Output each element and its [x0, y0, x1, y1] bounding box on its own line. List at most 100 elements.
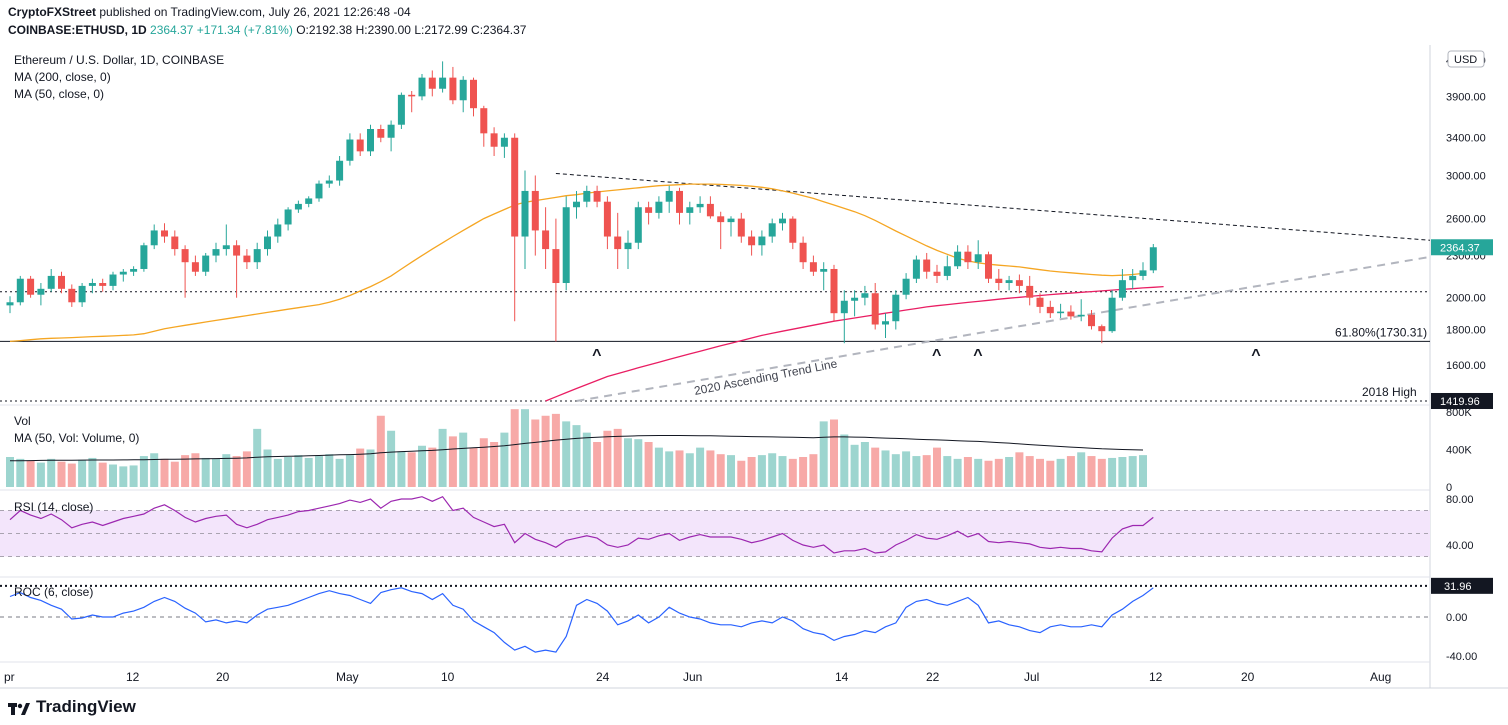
- candle-body: [542, 230, 550, 250]
- candle-body: [1026, 285, 1034, 298]
- candle-body: [490, 133, 498, 147]
- candle: [181, 245, 189, 298]
- ma50-legend[interactable]: MA (50, close, 0): [14, 87, 105, 101]
- volume-bar: [479, 438, 488, 487]
- volume-bar: [201, 457, 210, 487]
- candle-body: [892, 294, 900, 322]
- candle: [573, 190, 580, 219]
- published-text: published on TradingView.com, July 26, 2…: [99, 5, 411, 19]
- candle-body: [346, 139, 354, 161]
- volume-bar: [1108, 457, 1117, 487]
- candle-body: [243, 255, 251, 263]
- resistance-trend-line: [555, 172, 1431, 241]
- volume-ma-line: [10, 435, 1144, 462]
- publisher-name[interactable]: CryptoFXStreet: [8, 5, 97, 19]
- candle: [1026, 275, 1034, 306]
- candle: [305, 196, 313, 208]
- volume-bar: [6, 457, 14, 487]
- rsi-axis-tick-label: 40.00: [1446, 540, 1474, 552]
- candle-body: [222, 245, 230, 250]
- candle: [387, 120, 395, 152]
- candle-body: [830, 268, 838, 314]
- volume-bar: [253, 428, 262, 487]
- volume-bar: [788, 458, 797, 487]
- rsi-axis-tick-label: 80.00: [1446, 494, 1474, 506]
- volume-bar: [469, 447, 478, 487]
- volume-bar: [356, 448, 365, 487]
- candle-body: [1088, 314, 1095, 327]
- candle-body: [758, 236, 766, 246]
- last-price: 2364.37: [150, 23, 194, 37]
- candle-body: [78, 285, 86, 303]
- candle-body: [470, 79, 477, 109]
- candle: [799, 236, 807, 269]
- candle-body: [974, 254, 982, 263]
- volume-bar: [418, 445, 426, 487]
- ma200-legend[interactable]: MA (200, close, 0): [14, 70, 111, 84]
- candle-body: [480, 108, 488, 134]
- candle: [490, 127, 498, 157]
- candle-body: [583, 190, 591, 202]
- candle: [614, 212, 622, 269]
- time-axis-tick-label: 24: [596, 670, 610, 684]
- candle-body: [748, 236, 756, 246]
- swing-low-marker: ^: [973, 347, 982, 364]
- candle: [1088, 310, 1095, 330]
- candle-body: [985, 254, 992, 279]
- volume-bar: [830, 419, 838, 487]
- volume-bar: [47, 458, 56, 487]
- candle: [861, 285, 869, 306]
- rsi-legend[interactable]: RSI (14, close): [14, 500, 94, 514]
- volume-bar: [26, 460, 35, 487]
- candle-body: [191, 262, 199, 272]
- price-axis-tick-label: 1800.00: [1446, 324, 1486, 336]
- volume-bar: [273, 458, 282, 487]
- candle: [325, 175, 333, 188]
- volume-bar: [212, 458, 220, 487]
- volume-bar: [1036, 458, 1044, 487]
- roc-legend[interactable]: ROC (6, close): [14, 585, 94, 599]
- candle-body: [1046, 306, 1054, 314]
- candle-body: [923, 259, 931, 272]
- volume-bar: [1118, 457, 1127, 487]
- volume-bar: [881, 450, 890, 487]
- volume-bar: [860, 442, 869, 487]
- candle: [397, 92, 405, 129]
- candle: [161, 223, 168, 243]
- candle: [974, 240, 982, 269]
- volume-ma-legend[interactable]: MA (50, Vol: Volume, 0): [14, 431, 140, 445]
- candle: [552, 218, 560, 342]
- volume-bar: [1005, 457, 1014, 487]
- volume-bar: [160, 458, 169, 487]
- candle-body: [779, 218, 786, 224]
- candle-body: [706, 203, 714, 217]
- volume-legend[interactable]: Vol: [14, 414, 31, 428]
- candle: [16, 275, 24, 306]
- level-label: 2018 High: [1362, 385, 1417, 399]
- candle: [676, 187, 683, 225]
- candle: [150, 224, 158, 250]
- volume-bar: [634, 439, 643, 487]
- level-price-tag-text: 1419.96: [1440, 396, 1480, 408]
- volume-bar: [531, 419, 540, 487]
- volume-bar: [984, 460, 993, 487]
- candle-body: [1108, 297, 1116, 332]
- last-price-tag-text: 2364.37: [1440, 242, 1480, 254]
- candle: [356, 133, 364, 157]
- volume-bar: [294, 455, 303, 487]
- candle-body: [717, 216, 725, 223]
- candle-body: [1149, 247, 1157, 271]
- candle-body: [315, 183, 323, 199]
- candle-body: [284, 209, 292, 225]
- tradingview-footer[interactable]: TradingView: [8, 697, 136, 717]
- candle: [418, 74, 426, 101]
- symbol-label: COINBASE:ETHUSD, 1D: [8, 23, 147, 37]
- candle-body: [933, 271, 941, 276]
- ascending-trend-line: [576, 255, 1431, 402]
- volume-bar: [706, 450, 715, 487]
- candle: [408, 91, 416, 113]
- candle: [119, 268, 127, 282]
- candle-body: [1005, 280, 1013, 284]
- volume-bar: [778, 456, 787, 487]
